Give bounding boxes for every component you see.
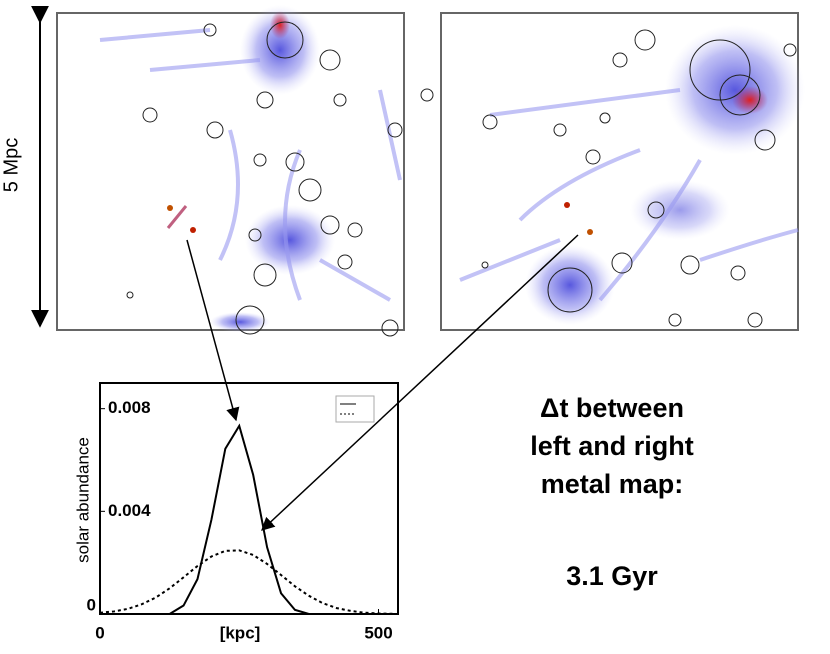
plot-frame <box>99 382 399 615</box>
x-axis-label: [kpc] <box>220 623 261 642</box>
data-line <box>99 549 393 615</box>
pointer-arrow <box>186 239 240 422</box>
scale-label: 5 Mpc <box>0 138 22 192</box>
y-tick-label: 0.004 <box>108 501 151 520</box>
right-metal-map <box>440 12 805 331</box>
y-axis-label: solar abundance <box>73 437 92 563</box>
y-tick-label: 0.008 <box>108 398 151 417</box>
data-line <box>100 423 393 615</box>
x-tick-label: 500 <box>364 623 392 642</box>
left-metal-map <box>56 5 434 337</box>
pointer-arrow <box>261 234 579 531</box>
annotation: Δt between left and right metal map: 3.1 Gy… <box>530 393 694 591</box>
annotation-line: 3.1 Gyr <box>566 561 658 591</box>
y-tick-label: 0 <box>87 595 96 614</box>
annotation-line: Δt between <box>540 393 684 423</box>
x-tick-label: 0 <box>95 623 104 642</box>
annotation-line: left and right <box>530 431 694 461</box>
legend-box <box>335 395 375 423</box>
annotation-line: metal map: <box>541 469 684 499</box>
